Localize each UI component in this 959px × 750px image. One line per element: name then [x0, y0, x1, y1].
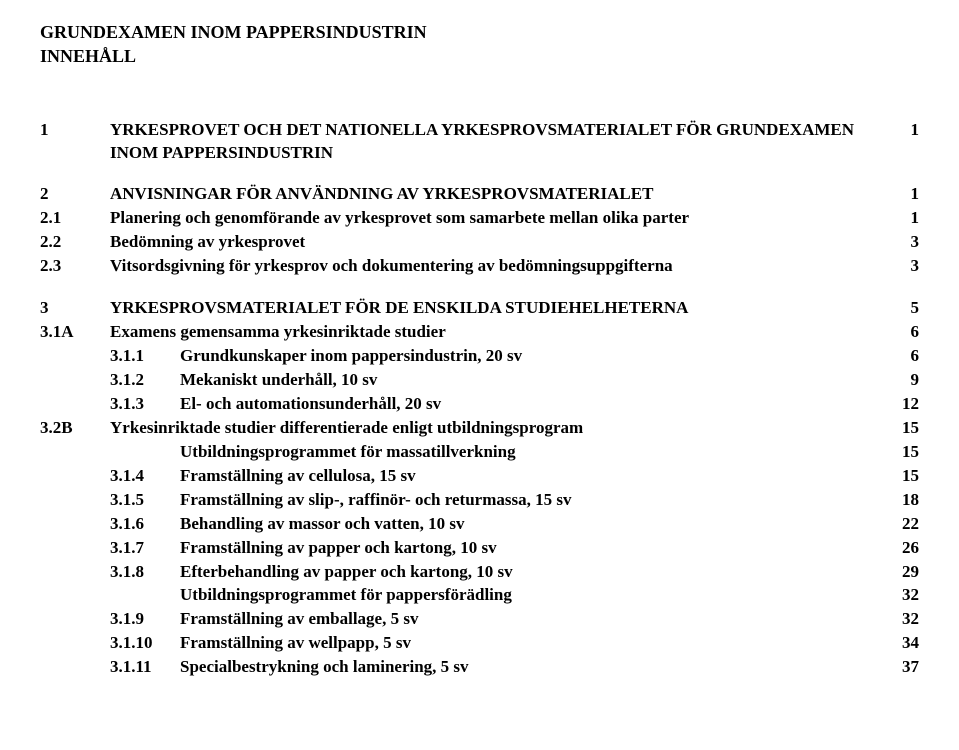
toc-row: 3.1.3El- och automationsunderhåll, 20 sv…	[40, 393, 919, 416]
toc-number: 3.1.2	[110, 369, 180, 392]
toc-row: 3.1.9Framställning av emballage, 5 sv32	[40, 608, 919, 631]
document-subtitle: INNEHÅLL	[40, 44, 919, 68]
toc-number: 3.1A	[40, 321, 110, 344]
toc-page: 6	[879, 321, 919, 344]
toc-page: 3	[879, 231, 919, 254]
toc-number: 3.1.6	[110, 513, 180, 536]
toc-page: 1	[879, 207, 919, 230]
toc-text: Specialbestrykning och laminering, 5 sv	[180, 656, 879, 679]
toc-row: 3.1.10Framställning av wellpapp, 5 sv34	[40, 632, 919, 655]
toc-page: 18	[879, 489, 919, 512]
toc-number: 3.2B	[40, 417, 110, 440]
table-of-contents: 1YRKESPROVET OCH DET NATIONELLA YRKESPRO…	[40, 119, 919, 680]
toc-page: 9	[879, 369, 919, 392]
toc-row: 3.1.2Mekaniskt underhåll, 10 sv9	[40, 369, 919, 392]
toc-text: Grundkunskaper inom pappersindustrin, 20…	[180, 345, 879, 368]
toc-row: 3.2BYrkesinriktade studier differentiera…	[40, 417, 919, 440]
toc-row: Utbildningsprogrammet för massatillverkn…	[40, 441, 919, 464]
toc-page: 6	[879, 345, 919, 368]
toc-number: 3.1.5	[110, 489, 180, 512]
toc-page: 12	[879, 393, 919, 416]
toc-number: 3.1.9	[110, 608, 180, 631]
toc-row: 3.1.1Grundkunskaper inom pappersindustri…	[40, 345, 919, 368]
toc-text: ANVISNINGAR FÖR ANVÄNDNING AV YRKESPROVS…	[110, 183, 879, 206]
toc-page: 34	[879, 632, 919, 655]
toc-row: 1YRKESPROVET OCH DET NATIONELLA YRKESPRO…	[40, 119, 919, 165]
toc-text: Mekaniskt underhåll, 10 sv	[180, 369, 879, 392]
toc-number: 3.1.7	[110, 537, 180, 560]
toc-text: Examens gemensamma yrkesinriktade studie…	[110, 321, 879, 344]
toc-row: 3.1.5Framställning av slip-, raffinör- o…	[40, 489, 919, 512]
toc-row: 2ANVISNINGAR FÖR ANVÄNDNING AV YRKESPROV…	[40, 183, 919, 206]
toc-page: 1	[879, 183, 919, 206]
toc-row: 3.1.7Framställning av papper och kartong…	[40, 537, 919, 560]
toc-text: Framställning av emballage, 5 sv	[180, 608, 879, 631]
toc-text: Utbildningsprogrammet för pappersförädli…	[180, 584, 879, 607]
toc-number: 2.1	[40, 207, 110, 230]
toc-number: 2	[40, 183, 110, 206]
toc-row: 3.1.6Behandling av massor och vatten, 10…	[40, 513, 919, 536]
toc-text: Framställning av papper och kartong, 10 …	[180, 537, 879, 560]
toc-number: 2.3	[40, 255, 110, 278]
toc-text: Yrkesinriktade studier differentierade e…	[110, 417, 879, 440]
toc-page: 22	[879, 513, 919, 536]
document-title: GRUNDEXAMEN INOM PAPPERSINDUSTRIN	[40, 20, 919, 44]
toc-text: Framställning av wellpapp, 5 sv	[180, 632, 879, 655]
toc-number: 2.2	[40, 231, 110, 254]
toc-row: 2.1Planering och genomförande av yrkespr…	[40, 207, 919, 230]
toc-page: 26	[879, 537, 919, 560]
toc-row: 3.1.8Efterbehandling av papper och karto…	[40, 561, 919, 584]
toc-row: 3YRKESPROVSMATERIALET FÖR DE ENSKILDA ST…	[40, 297, 919, 320]
toc-page: 1	[879, 119, 919, 142]
toc-number: 3.1.3	[110, 393, 180, 416]
toc-row: 3.1.4Framställning av cellulosa, 15 sv15	[40, 465, 919, 488]
toc-page: 15	[879, 441, 919, 464]
toc-number: 3.1.1	[110, 345, 180, 368]
toc-text: YRKESPROVSMATERIALET FÖR DE ENSKILDA STU…	[110, 297, 879, 320]
toc-page: 3	[879, 255, 919, 278]
toc-number: 3.1.8	[110, 561, 180, 584]
toc-page: 5	[879, 297, 919, 320]
toc-text: Behandling av massor och vatten, 10 sv	[180, 513, 879, 536]
toc-number: 3.1.10	[110, 632, 180, 655]
toc-text: Bedömning av yrkesprovet	[110, 231, 879, 254]
toc-text: YRKESPROVET OCH DET NATIONELLA YRKESPROV…	[110, 119, 879, 165]
toc-number: 1	[40, 119, 110, 142]
toc-text: Efterbehandling av papper och kartong, 1…	[180, 561, 879, 584]
toc-number: 3.1.11	[110, 656, 180, 679]
toc-row: Utbildningsprogrammet för pappersförädli…	[40, 584, 919, 607]
toc-text: Framställning av slip-, raffinör- och re…	[180, 489, 879, 512]
toc-row: 3.1.11Specialbestrykning och laminering,…	[40, 656, 919, 679]
toc-page: 29	[879, 561, 919, 584]
toc-page: 32	[879, 608, 919, 631]
toc-page: 15	[879, 465, 919, 488]
toc-page: 15	[879, 417, 919, 440]
toc-row: 3.1AExamens gemensamma yrkesinriktade st…	[40, 321, 919, 344]
toc-row: 2.3Vitsordsgivning för yrkesprov och dok…	[40, 255, 919, 278]
toc-text: Framställning av cellulosa, 15 sv	[180, 465, 879, 488]
toc-page: 37	[879, 656, 919, 679]
toc-text: Vitsordsgivning för yrkesprov och dokume…	[110, 255, 879, 278]
toc-text: Planering och genomförande av yrkesprove…	[110, 207, 879, 230]
toc-text: El- och automationsunderhåll, 20 sv	[180, 393, 879, 416]
toc-number: 3.1.4	[110, 465, 180, 488]
toc-text: Utbildningsprogrammet för massatillverkn…	[180, 441, 879, 464]
toc-page: 32	[879, 584, 919, 607]
toc-row: 2.2Bedömning av yrkesprovet3	[40, 231, 919, 254]
toc-number: 3	[40, 297, 110, 320]
